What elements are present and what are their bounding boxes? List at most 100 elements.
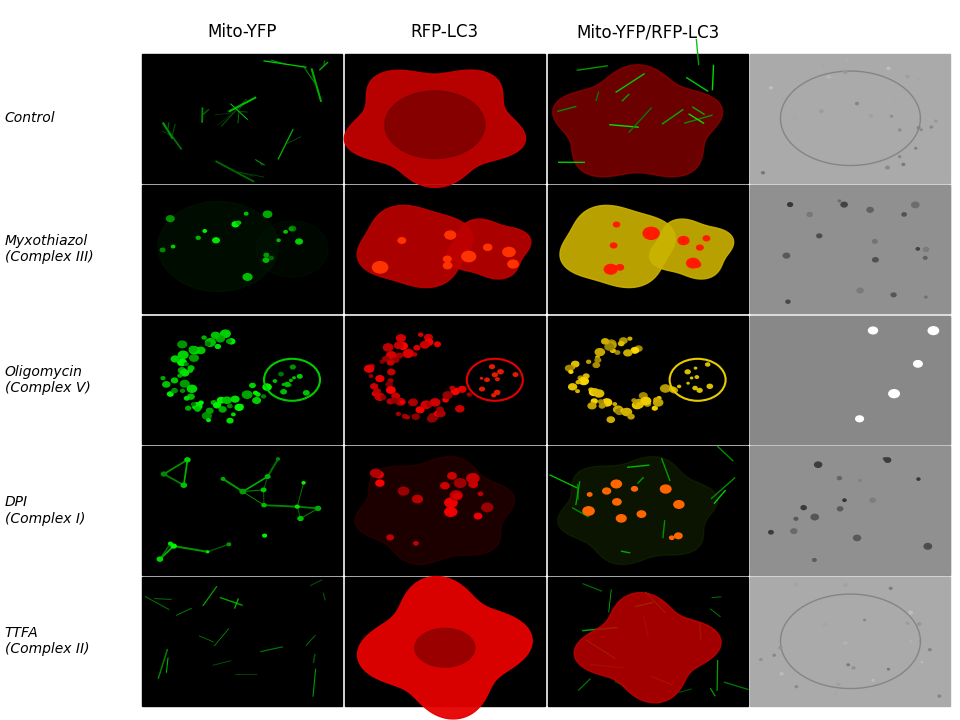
Circle shape — [444, 256, 451, 262]
Circle shape — [834, 693, 837, 695]
Circle shape — [924, 248, 928, 251]
Circle shape — [773, 654, 776, 656]
Circle shape — [232, 222, 239, 227]
Circle shape — [403, 350, 413, 357]
Circle shape — [769, 531, 773, 534]
Circle shape — [214, 402, 221, 408]
Circle shape — [381, 395, 386, 399]
Circle shape — [883, 458, 886, 460]
Circle shape — [163, 382, 170, 387]
Circle shape — [823, 66, 824, 67]
Circle shape — [615, 409, 623, 415]
Circle shape — [426, 402, 433, 407]
Circle shape — [396, 413, 400, 415]
Polygon shape — [415, 629, 475, 667]
Circle shape — [855, 416, 863, 422]
Circle shape — [891, 293, 896, 297]
Circle shape — [915, 148, 917, 149]
Circle shape — [654, 398, 659, 402]
Circle shape — [469, 481, 477, 487]
Circle shape — [289, 228, 293, 230]
Circle shape — [820, 110, 823, 112]
Text: DPI
(Complex I): DPI (Complex I) — [5, 495, 85, 526]
Circle shape — [823, 624, 827, 626]
Circle shape — [383, 344, 393, 351]
Circle shape — [282, 384, 284, 385]
Circle shape — [869, 327, 877, 334]
Circle shape — [263, 384, 271, 390]
Circle shape — [296, 239, 302, 244]
Circle shape — [243, 274, 252, 280]
Circle shape — [427, 415, 437, 422]
Circle shape — [886, 166, 889, 168]
Circle shape — [807, 212, 812, 217]
Circle shape — [372, 392, 378, 396]
Circle shape — [370, 374, 372, 377]
Polygon shape — [446, 219, 531, 279]
Circle shape — [795, 686, 798, 688]
Circle shape — [429, 413, 438, 420]
Circle shape — [918, 127, 920, 129]
Circle shape — [453, 493, 461, 499]
Circle shape — [221, 330, 230, 338]
Circle shape — [462, 251, 475, 261]
Circle shape — [412, 414, 420, 419]
Circle shape — [612, 480, 621, 488]
Circle shape — [290, 379, 292, 382]
Circle shape — [245, 212, 248, 215]
Circle shape — [204, 230, 206, 233]
Circle shape — [264, 253, 269, 257]
Circle shape — [843, 499, 846, 501]
Circle shape — [846, 60, 849, 62]
Circle shape — [392, 398, 397, 403]
Polygon shape — [650, 219, 733, 279]
Circle shape — [437, 407, 444, 412]
Circle shape — [606, 341, 610, 343]
Circle shape — [387, 399, 394, 404]
Circle shape — [611, 348, 615, 352]
Circle shape — [290, 365, 296, 369]
Circle shape — [290, 226, 296, 231]
Circle shape — [492, 394, 495, 397]
Circle shape — [388, 369, 395, 374]
Circle shape — [793, 117, 796, 119]
Circle shape — [570, 366, 574, 369]
Circle shape — [611, 243, 617, 248]
Circle shape — [253, 392, 257, 395]
Circle shape — [576, 390, 579, 392]
Circle shape — [276, 458, 279, 460]
Circle shape — [885, 458, 891, 462]
Circle shape — [594, 390, 604, 397]
Circle shape — [444, 498, 457, 508]
Circle shape — [263, 534, 267, 537]
Circle shape — [216, 336, 225, 342]
Circle shape — [910, 641, 912, 642]
Circle shape — [644, 402, 651, 406]
Circle shape — [855, 102, 858, 104]
Circle shape — [171, 544, 177, 548]
Circle shape — [206, 551, 208, 553]
Circle shape — [674, 500, 684, 508]
Circle shape — [889, 588, 892, 589]
Circle shape — [588, 403, 596, 409]
Circle shape — [421, 404, 426, 407]
Polygon shape — [256, 221, 328, 277]
Circle shape — [197, 347, 204, 354]
Circle shape — [389, 369, 393, 372]
Circle shape — [902, 163, 904, 166]
Circle shape — [261, 488, 266, 492]
Polygon shape — [385, 91, 485, 158]
Circle shape — [240, 490, 246, 494]
Circle shape — [263, 258, 269, 262]
Circle shape — [375, 472, 383, 478]
Circle shape — [228, 418, 233, 423]
Circle shape — [387, 360, 394, 365]
Circle shape — [190, 355, 199, 361]
Circle shape — [587, 360, 590, 363]
Circle shape — [498, 370, 503, 374]
Circle shape — [615, 351, 620, 354]
Circle shape — [286, 384, 290, 387]
Circle shape — [607, 417, 614, 423]
Circle shape — [759, 659, 762, 660]
Circle shape — [242, 391, 252, 398]
